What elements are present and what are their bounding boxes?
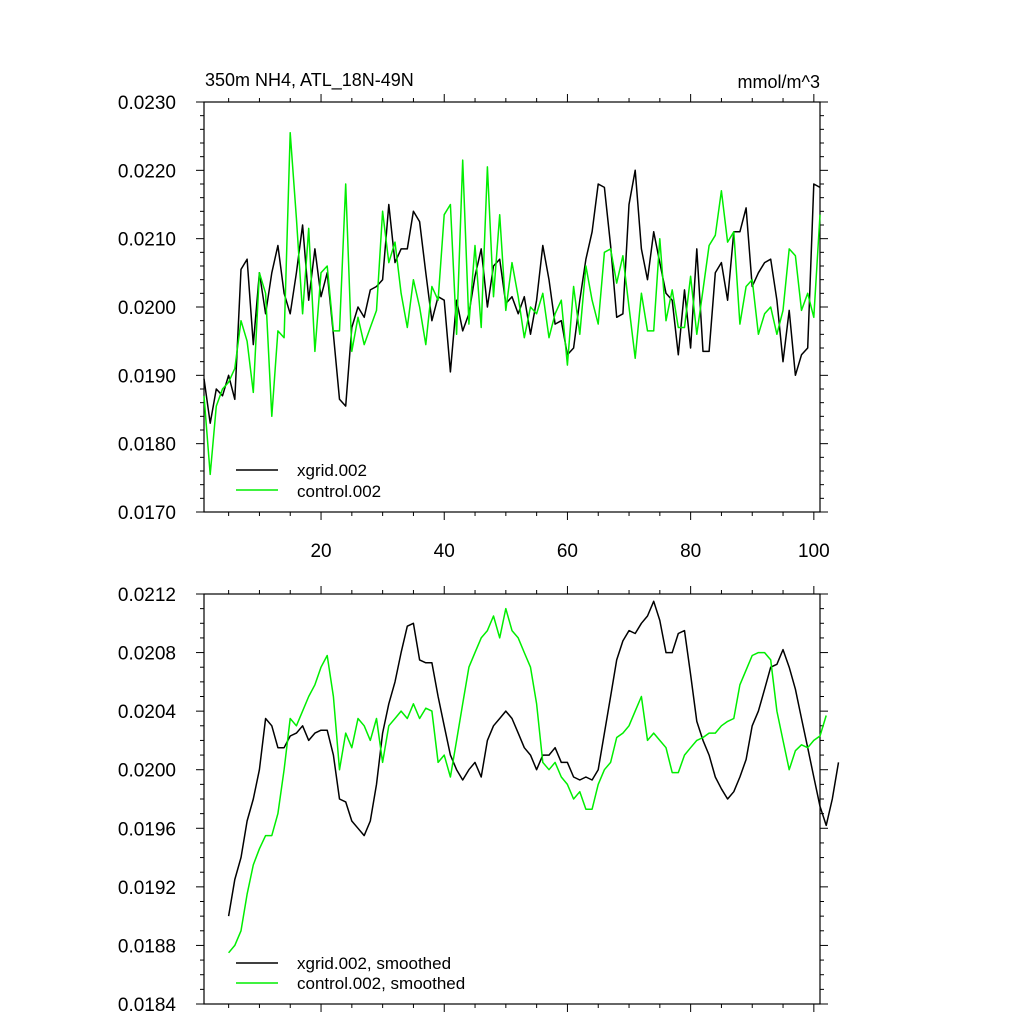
legend-label-control: control.002 <box>297 482 381 501</box>
x-tick-label: 20 <box>310 541 331 562</box>
y-tick-label: 0.0220 <box>118 161 176 182</box>
y-tick-label: 0.0212 <box>118 585 176 606</box>
y-tick-label: 0.0208 <box>118 644 176 665</box>
y-tick-label: 0.0200 <box>118 298 176 319</box>
units-label: mmol/m^3 <box>738 72 820 92</box>
top-series-line-control <box>203 131 821 476</box>
bottom-axis-ticks: 0.0184 0.0188 0.0192 0.0196 0.0200 0.0204 0.02… <box>118 585 828 1016</box>
y-tick-label: 0.0170 <box>118 503 176 524</box>
x-tick-label: 40 <box>434 541 455 562</box>
y-tick-label: 0.0210 <box>118 230 176 251</box>
y-tick-label: 0.0200 <box>118 761 176 782</box>
chart-title: 350m NH4, ATL_18N-49N <box>205 70 414 91</box>
top-plot-frame <box>203 101 821 513</box>
bottom-legend: xgrid.002, smoothed control.002, smoothe… <box>236 954 465 993</box>
y-tick-label: 0.0196 <box>118 819 176 840</box>
x-tick-label: 60 <box>557 541 578 562</box>
x-tick-label: 100 <box>798 541 830 562</box>
y-tick-label: 0.0190 <box>118 366 176 387</box>
y-tick-label: 0.0204 <box>118 702 177 723</box>
bottom-chart-panel: 0.0184 0.0188 0.0192 0.0196 0.0200 0.0204 0.02… <box>118 585 840 1016</box>
y-tick-label: 0.0180 <box>118 435 176 456</box>
legend-label-control-smoothed: control.002, smoothed <box>297 974 465 993</box>
bottom-series-line-control <box>228 607 827 954</box>
top-legend: xgrid.002 control.002 <box>236 461 381 501</box>
bottom-series-line-xgrid <box>227 600 840 917</box>
top-series-line-xgrid <box>203 169 821 424</box>
y-tick-label: 0.0230 <box>118 93 176 114</box>
y-tick-label: 0.0188 <box>118 936 176 957</box>
legend-label-xgrid-smoothed: xgrid.002, smoothed <box>297 954 451 973</box>
y-tick-label: 0.0192 <box>118 878 176 899</box>
top-axis-ticks: 0.0170 0.0180 0.0190 0.0200 0.0210 0.0220 0.02… <box>118 93 830 562</box>
top-chart-panel: 350m NH4, ATL_18N-49N mmol/m^3 0.01700.0… <box>118 70 830 562</box>
top-series-lines <box>203 131 821 476</box>
legend-label-xgrid: xgrid.002 <box>297 461 367 480</box>
x-tick-label: 80 <box>680 541 701 562</box>
bottom-series-lines <box>227 600 840 954</box>
y-tick-label: 0.0184 <box>118 995 177 1016</box>
